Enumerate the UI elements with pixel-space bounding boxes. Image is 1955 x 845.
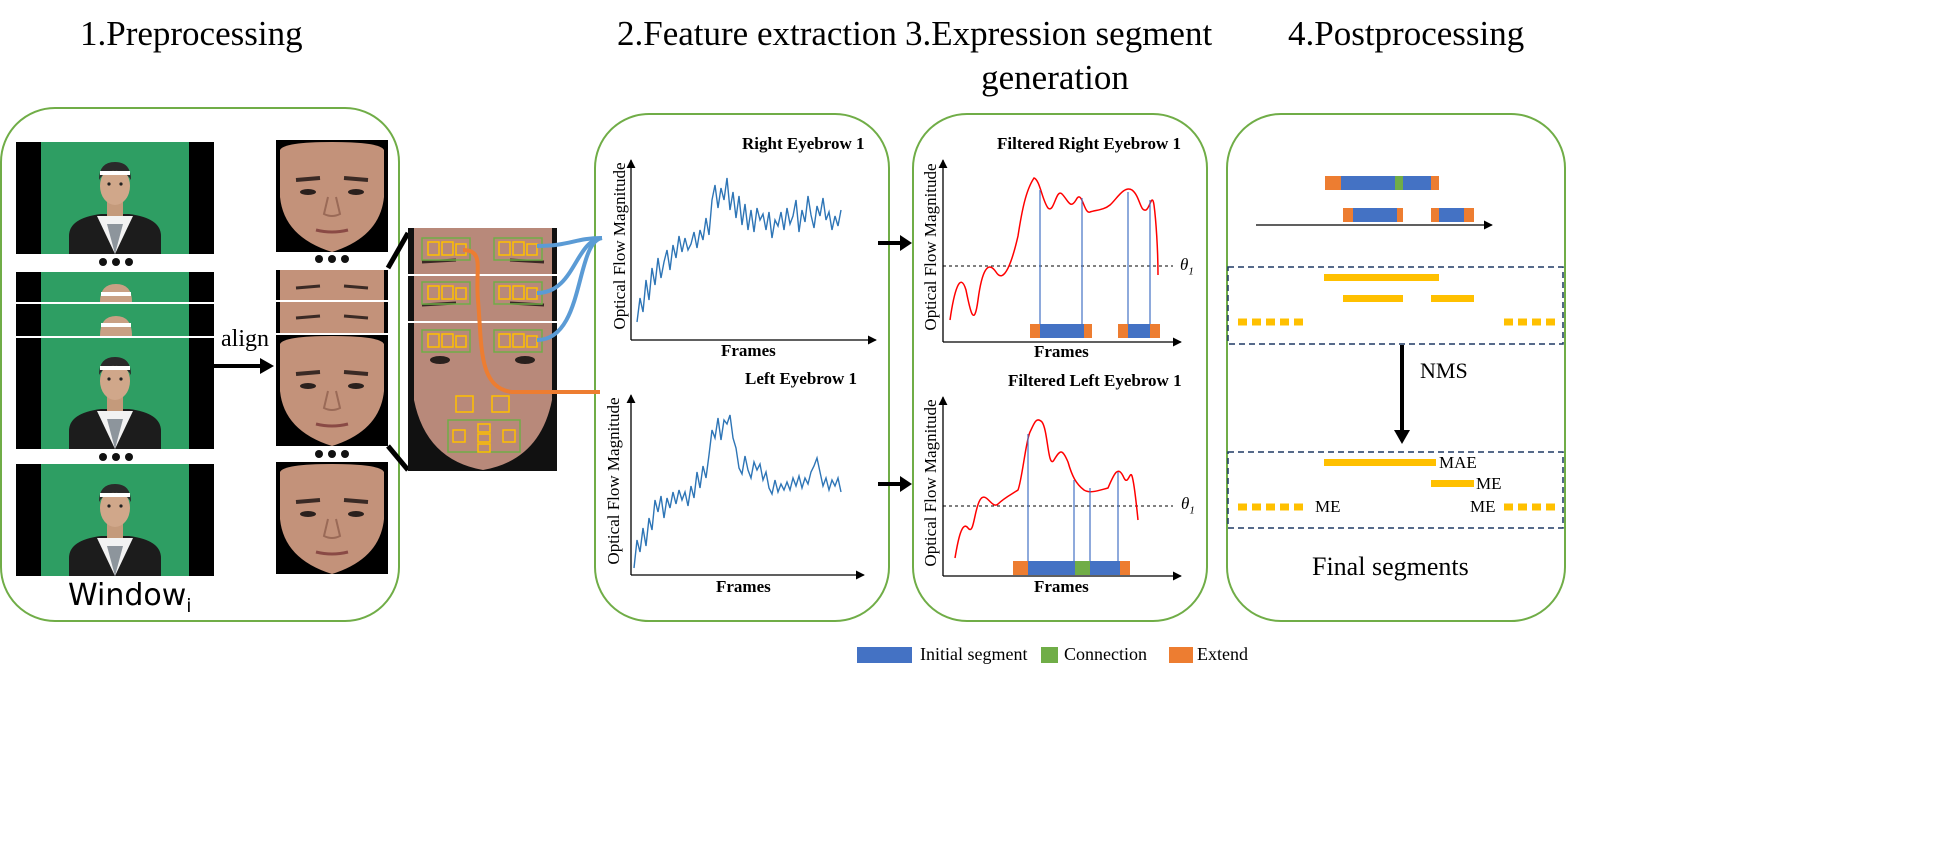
align-label: align bbox=[221, 326, 269, 352]
generation-bottom-ylabel: Optical Flow Magnitude bbox=[921, 399, 940, 567]
nms-label: NMS bbox=[1420, 358, 1468, 383]
feature-top-ylabel: Optical Flow Magnitude bbox=[610, 162, 629, 330]
generation-top-xlabel: Frames bbox=[1034, 342, 1089, 361]
stage-title-preprocessing: 1.Preprocessing bbox=[80, 14, 303, 53]
stage-title-line1: 3.Expression segment bbox=[905, 14, 1213, 53]
feature-top-xlabel: Frames bbox=[721, 341, 776, 360]
legend-initial-label: Initial segment bbox=[920, 644, 1028, 664]
threshold-top-symbol: θ bbox=[1180, 255, 1189, 274]
postprocessing-panel bbox=[1226, 113, 1566, 622]
stage-title-segment-generation: 3.Expression segment generation bbox=[905, 12, 1213, 100]
post-me-label-right: ME bbox=[1470, 497, 1496, 516]
generation-top-ylabel: Optical Flow Magnitude bbox=[921, 163, 940, 331]
generation-top-title: Filtered Right Eyebrow 1 bbox=[997, 134, 1181, 153]
feature-extraction-panel bbox=[594, 113, 890, 622]
legend-initial-swatch bbox=[857, 647, 912, 663]
roi-face-image bbox=[408, 228, 557, 471]
legend-extend-swatch bbox=[1169, 647, 1193, 663]
final-segments-label: Final segments bbox=[1312, 552, 1469, 581]
threshold-bottom-sub: 1 bbox=[1189, 504, 1195, 517]
stage-title-postprocessing: 4.Postprocessing bbox=[1288, 14, 1525, 53]
threshold-top-sub: 1 bbox=[1188, 265, 1194, 278]
post-me-label-mid: ME bbox=[1476, 474, 1502, 493]
stage-title-feature-extraction: 2.Feature extraction bbox=[617, 14, 897, 53]
feature-top-title: Right Eyebrow 1 bbox=[742, 134, 865, 153]
generation-bottom-xlabel: Frames bbox=[1034, 577, 1089, 596]
threshold-label-bottom: θ1 bbox=[1181, 494, 1195, 516]
stage-title-line2: generation bbox=[981, 58, 1129, 97]
threshold-bottom-symbol: θ bbox=[1181, 494, 1190, 513]
preprocessing-panel bbox=[0, 107, 400, 622]
post-me-label-left: ME bbox=[1315, 497, 1341, 516]
window-label-base: Window bbox=[68, 578, 187, 613]
legend-extend-label: Extend bbox=[1197, 644, 1248, 664]
roi-connector-curves bbox=[462, 236, 603, 394]
feature-bottom-xlabel: Frames bbox=[716, 577, 771, 596]
generation-bottom-title: Filtered Left Eyebrow 1 bbox=[1008, 371, 1182, 390]
window-label-sub: i bbox=[186, 595, 192, 617]
legend-connection-swatch bbox=[1041, 647, 1058, 663]
feature-bottom-title: Left Eyebrow 1 bbox=[745, 369, 858, 388]
threshold-label-top: θ1 bbox=[1180, 255, 1194, 277]
window-label: Windowi bbox=[68, 578, 192, 617]
post-mae-label: MAE bbox=[1439, 453, 1477, 472]
feature-bottom-ylabel: Optical Flow Magnitude bbox=[604, 397, 623, 565]
segment-generation-panel bbox=[912, 113, 1208, 622]
legend-connection-label: Connection bbox=[1064, 644, 1147, 664]
